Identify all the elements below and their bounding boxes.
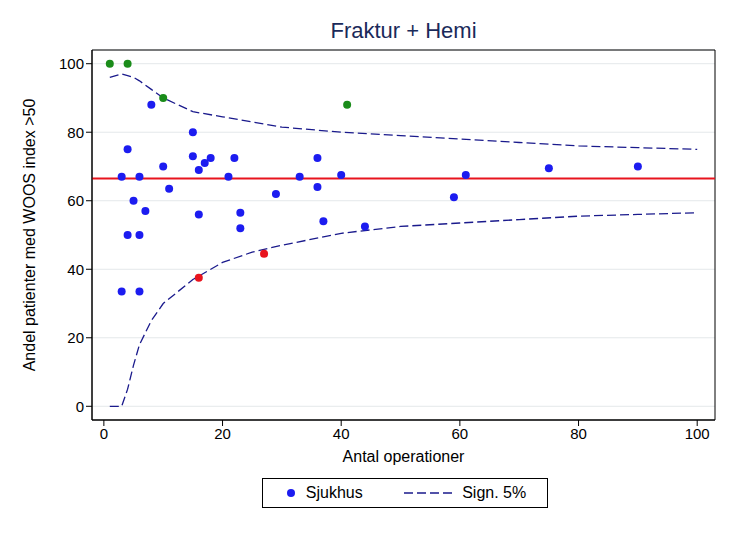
svg-text:60: 60 xyxy=(67,192,84,209)
svg-text:100: 100 xyxy=(685,425,710,442)
svg-text:80: 80 xyxy=(67,124,84,141)
svg-text:0: 0 xyxy=(100,425,108,442)
svg-text:0: 0 xyxy=(76,398,84,415)
html-text:Fraktur + Hemi: Fraktur + Hemi xyxy=(330,18,477,43)
html-text:Sign. 5%: Sign. 5% xyxy=(462,484,527,501)
svg-text:20: 20 xyxy=(67,329,84,346)
svg-text:40: 40 xyxy=(67,261,84,278)
svg-text:100: 100 xyxy=(59,55,84,72)
svg-text:40: 40 xyxy=(333,425,350,442)
html-text:Sjukhus: Sjukhus xyxy=(305,484,363,501)
html-text:Andel patienter med WOOS index: Andel patienter med WOOS index >50 xyxy=(21,98,38,372)
svg-text:60: 60 xyxy=(452,425,469,442)
svg-text:Antal operationer: Antal operationer xyxy=(343,448,466,465)
svg-text:20: 20 xyxy=(214,425,231,442)
svg-text:80: 80 xyxy=(570,425,587,442)
